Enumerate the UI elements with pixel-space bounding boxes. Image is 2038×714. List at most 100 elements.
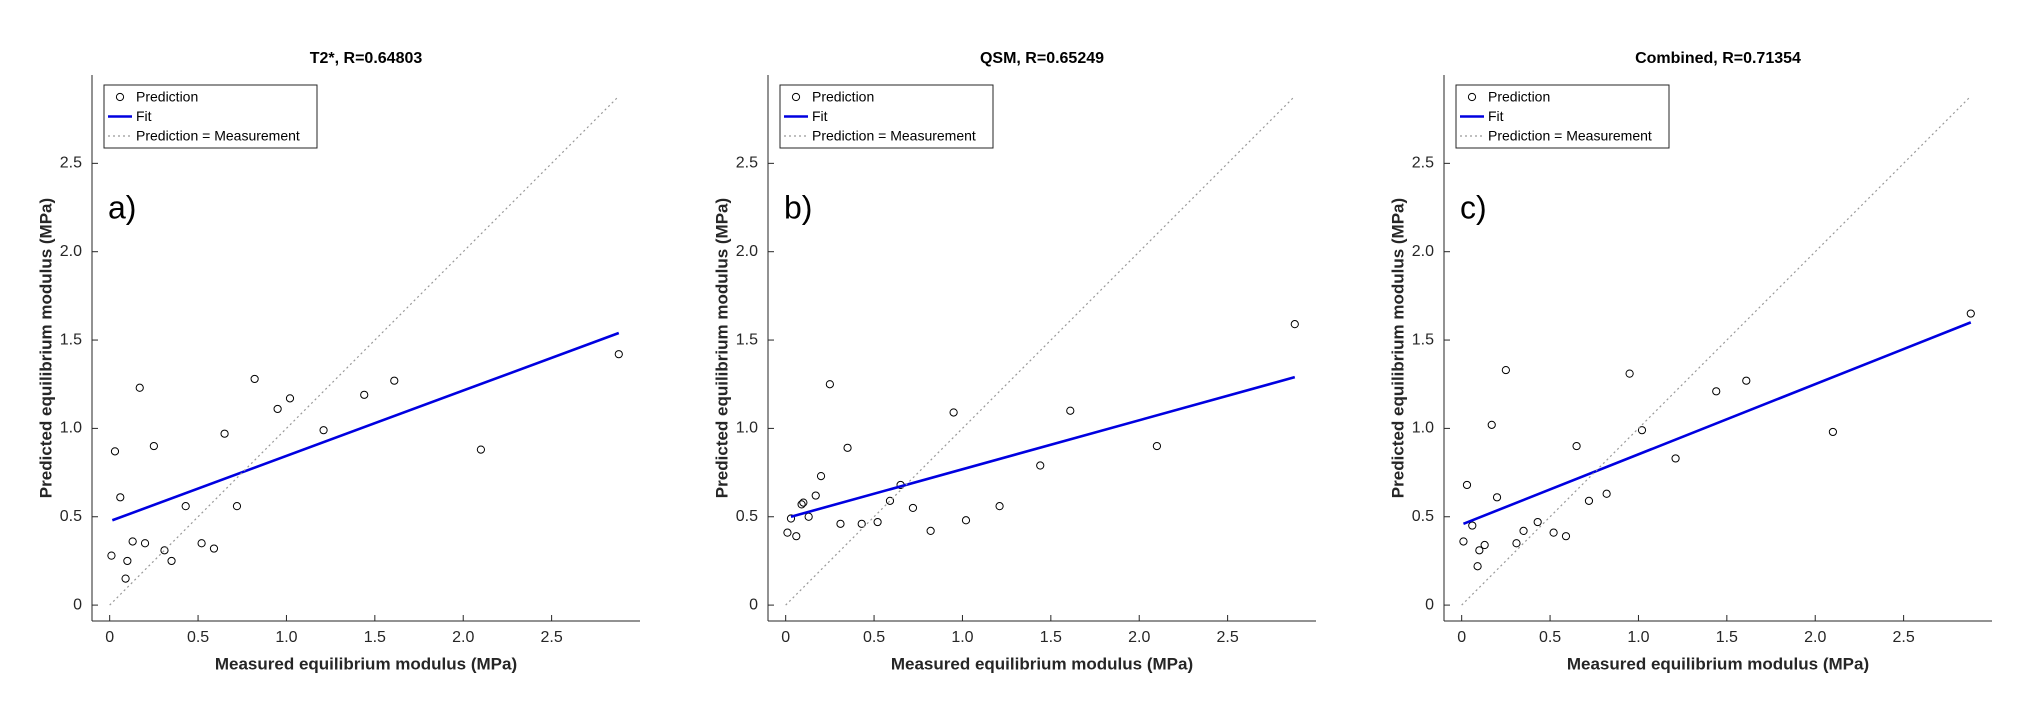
x-tick-label: 2.0 [452,629,474,646]
data-point [121,574,130,583]
x-tick-label: 1.5 [1716,629,1738,646]
data-point [1492,493,1502,502]
data-point [167,556,176,566]
data-point [232,502,242,511]
data-point [816,472,826,481]
data-point [1625,369,1634,378]
x-tick-label: 0.5 [1539,629,1561,646]
data-point [149,441,158,451]
data-point [1671,454,1680,463]
data-point [1533,517,1542,527]
identity-line [785,95,1296,606]
data-point [1712,387,1721,396]
data-point [1468,521,1477,530]
y-tick-label: 1.0 [60,420,82,437]
data-point [1561,532,1571,541]
x-tick-label: 1.0 [1627,629,1649,646]
legend-label: Prediction = Measurement [1488,128,1652,144]
fit-line [111,331,620,522]
data-point [873,517,882,527]
y-axis-label: Predicted equilibrium modulus (MPa) [712,198,731,498]
data-point [476,445,486,454]
data-point [1462,480,1472,490]
data-point [1473,562,1482,571]
y-tick-label: 2.0 [60,243,82,260]
x-axis-label: Measured equilibrium modulus (MPa) [215,654,517,673]
data-point [926,526,935,535]
x-tick-label: 0 [1457,629,1466,646]
data-point [783,528,792,537]
data-point [1475,546,1484,555]
y-tick-label: 2.5 [736,155,758,172]
y-tick-label: 0 [73,596,82,613]
data-point [107,551,116,560]
legend-box [779,84,994,149]
x-axis-label: Measured equilibrium modulus (MPa) [891,654,1193,673]
data-point [1519,526,1528,535]
legend-label: Prediction = Measurement [812,128,976,144]
fit-line [790,375,1296,519]
data-point [319,426,328,435]
data-point [110,447,120,456]
y-tick-label: 1.5 [60,331,82,348]
x-tick-label: 0 [781,629,790,646]
data-point [949,408,958,417]
x-tick-label: 2.0 [1804,629,1826,646]
data-point [836,519,845,528]
data-point [1828,427,1838,437]
y-tick-label: 0 [1425,596,1434,613]
data-point [908,503,918,513]
data-point [1742,376,1751,385]
x-tick-label: 1.5 [364,629,386,646]
panel-label: c) [1460,189,1487,225]
legend-label: Fit [1488,108,1504,124]
legend-label: Prediction [812,89,874,105]
x-tick-label: 2.5 [1892,629,1914,646]
y-tick-label: 2.5 [1412,155,1434,172]
data-point [797,500,806,509]
x-tick-label: 0 [105,629,114,646]
data-point [128,537,137,546]
panel-label: a) [108,189,136,225]
y-tick-label: 0 [749,596,758,613]
data-point [857,519,866,528]
chart-title: T2*, R=0.64803 [310,50,423,67]
legend-marker [791,92,801,102]
data-point [1152,441,1162,451]
legend-marker [1467,92,1477,102]
x-tick-label: 2.5 [1216,629,1238,646]
data-point [1572,441,1581,451]
x-tick-label: 1.5 [1040,629,1062,646]
data-point [811,491,820,500]
data-point [825,380,834,389]
data-point [1290,320,1299,329]
x-tick-label: 1.0 [951,629,973,646]
data-point [1966,309,1975,318]
data-point [1602,489,1611,498]
identity-line [109,95,620,606]
x-tick-label: 0.5 [863,629,885,646]
legend-label: Fit [812,108,828,124]
legend-label: Prediction [1488,89,1550,105]
panel-label: b) [784,189,812,225]
data-point [1584,496,1594,505]
identity-line [1461,95,1972,606]
data-point [961,516,971,525]
data-point [220,429,229,438]
data-point [1487,420,1496,429]
x-tick-label: 2.5 [540,629,562,646]
data-point [1066,406,1075,415]
x-tick-label: 1.0 [275,629,297,646]
y-tick-label: 1.0 [736,420,758,437]
data-point [1501,365,1510,375]
data-point [1512,539,1521,548]
data-point [995,502,1004,511]
data-point [1637,426,1647,435]
data-point [285,394,295,403]
chart-title: QSM, R=0.65249 [980,50,1104,67]
y-tick-label: 0.5 [736,508,758,525]
data-point [209,544,219,553]
data-point [804,512,813,521]
y-axis-label: Predicted equilibrium modulus (MPa) [36,198,55,498]
